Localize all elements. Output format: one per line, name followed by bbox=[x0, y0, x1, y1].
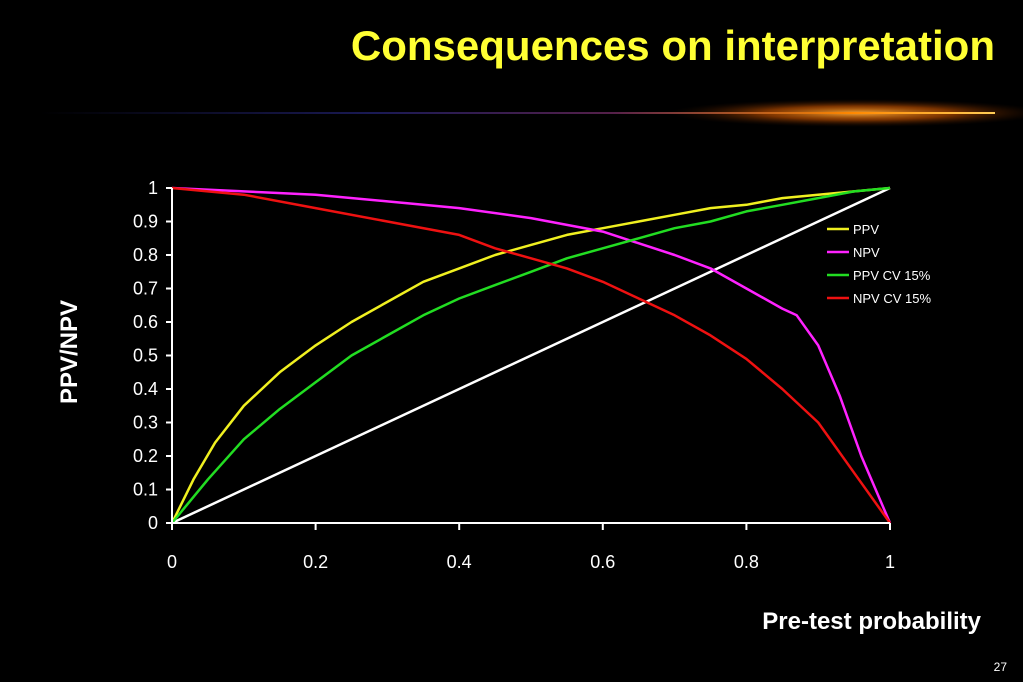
y-axis-label: PPV/NPV bbox=[56, 299, 83, 405]
x-tick-label: 0.6 bbox=[590, 552, 615, 572]
reference-diagonal-line bbox=[171, 186, 891, 525]
y-tick-label: 1 bbox=[148, 178, 158, 198]
legend-label: NPV CV 15% bbox=[853, 291, 931, 306]
legend-label: NPV bbox=[853, 245, 880, 260]
page-number: 27 bbox=[993, 660, 1007, 674]
x-tick-label: 0.2 bbox=[303, 552, 328, 572]
legend-label: PPV bbox=[853, 222, 879, 237]
series-line-ppv-cv-15 bbox=[171, 186, 891, 524]
slide-title: Consequences on interpretation bbox=[350, 22, 995, 69]
y-tick-label: 0.1 bbox=[133, 480, 158, 500]
y-tick-label: 0 bbox=[148, 513, 158, 533]
y-tick-label: 0.6 bbox=[133, 312, 158, 332]
y-tick-label: 0.8 bbox=[133, 245, 158, 265]
legend-entry: NPV bbox=[827, 245, 880, 260]
y-tick-label: 0.9 bbox=[133, 212, 158, 232]
series-line-npv-cv-15 bbox=[171, 186, 892, 524]
x-axis-label: Pre-test probability bbox=[762, 608, 981, 635]
series-line-ppv bbox=[170, 186, 891, 524]
y-tick-label: 0.2 bbox=[133, 446, 158, 466]
legend-label: PPV CV 15% bbox=[853, 268, 931, 283]
y-tick-label: 0.4 bbox=[133, 379, 158, 399]
y-tick-label: 0.3 bbox=[133, 413, 158, 433]
title-underline-decoration bbox=[40, 99, 1023, 127]
x-tick-label: 0.4 bbox=[447, 552, 472, 572]
y-tick-label: 0.7 bbox=[133, 279, 158, 299]
x-tick-label: 0.8 bbox=[734, 552, 759, 572]
legend-entry: NPV CV 15% bbox=[827, 291, 931, 306]
y-tick-label: 0.5 bbox=[133, 346, 158, 366]
legend-entry: PPV CV 15% bbox=[827, 268, 931, 283]
legend-entry: PPV bbox=[827, 222, 879, 237]
x-tick-label: 0 bbox=[167, 552, 177, 572]
series-line-npv bbox=[171, 186, 892, 524]
x-tick-label: 1 bbox=[885, 552, 895, 572]
